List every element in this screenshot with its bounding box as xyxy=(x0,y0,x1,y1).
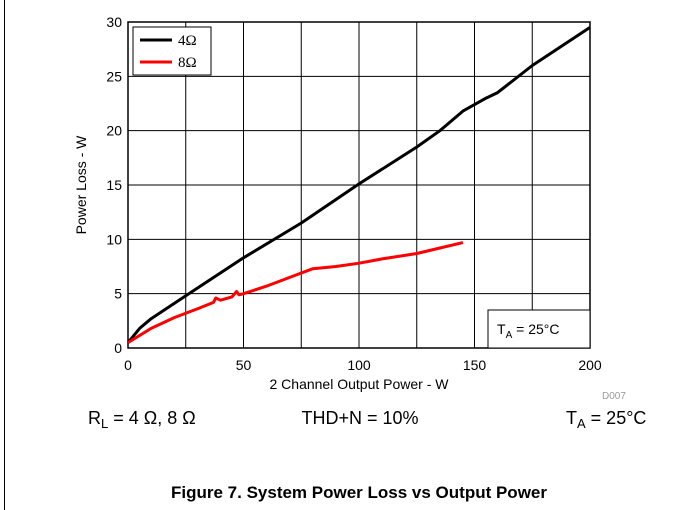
x-tick-label: 200 xyxy=(578,357,602,373)
legend-box xyxy=(132,26,212,76)
subscript: A xyxy=(577,416,586,431)
subscript: L xyxy=(101,416,108,431)
caption: Figure 7. System Power Loss vs Output Po… xyxy=(171,483,547,502)
x-tick-label: 50 xyxy=(236,357,252,373)
y-tick-label: 10 xyxy=(106,231,122,247)
x-axis-label: 2 Channel Output Power - W xyxy=(270,376,450,392)
x-tick-label: 100 xyxy=(347,357,371,373)
y-tick-label: 25 xyxy=(106,68,122,84)
x-tick-label: 150 xyxy=(463,357,487,373)
annotation: TA = 25°C xyxy=(497,321,559,341)
annotation-text: = 25°C xyxy=(512,321,559,337)
symbol: R xyxy=(88,408,101,428)
condition-text: = 25°C xyxy=(586,408,647,428)
legend-label: 4Ω xyxy=(178,33,197,49)
condition: THD+N = 10% xyxy=(301,408,418,428)
annotation-box xyxy=(487,309,591,349)
y-tick-label: 30 xyxy=(106,14,122,30)
y-tick-label: 0 xyxy=(114,340,122,356)
y-tick-label: 15 xyxy=(106,177,122,193)
series-line xyxy=(127,241,464,344)
series-line xyxy=(126,26,591,344)
plot-frame xyxy=(127,21,591,349)
condition: RL = 4 Ω, 8 Ω xyxy=(88,408,196,431)
y-axis-label: Power Loss - W xyxy=(73,135,89,235)
y-tick-label: 5 xyxy=(114,286,122,302)
symbol: T xyxy=(497,321,506,337)
figure-id: D007 xyxy=(602,391,626,402)
condition: TA = 25°C xyxy=(566,408,646,431)
condition-text: = 4 Ω, 8 Ω xyxy=(108,408,195,428)
y-tick-label: 20 xyxy=(106,123,122,139)
symbol: T xyxy=(566,408,577,428)
legend-label: 8Ω xyxy=(178,55,197,71)
x-tick-label: 0 xyxy=(124,357,132,373)
subscript: A xyxy=(506,330,513,341)
